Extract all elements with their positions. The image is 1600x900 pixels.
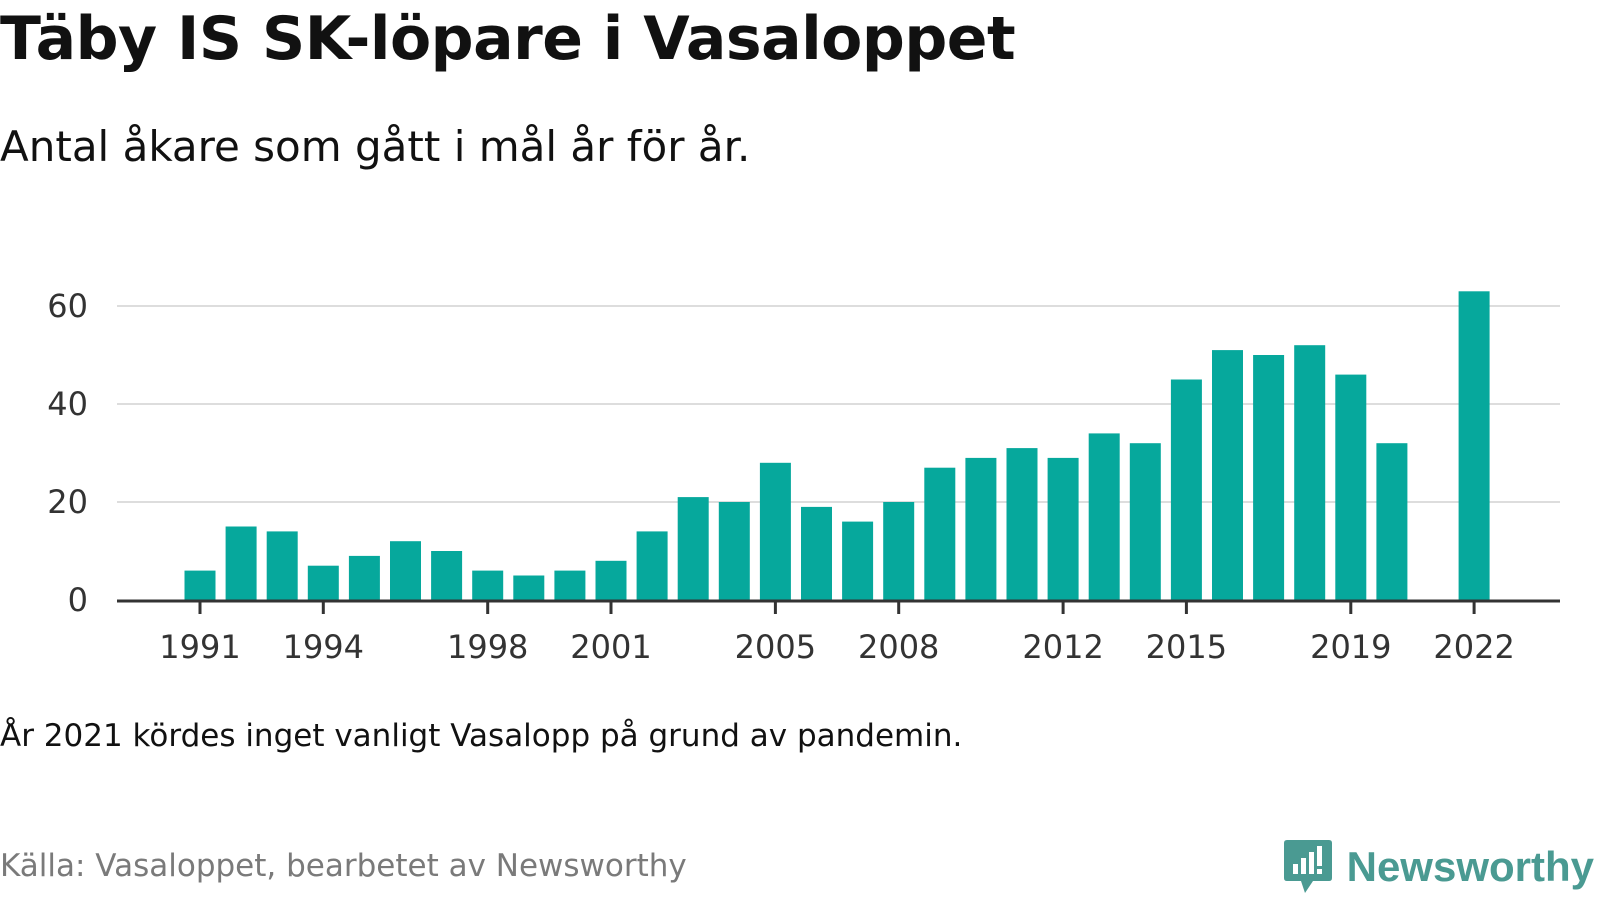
brand-name: Newsworthy	[1346, 843, 1594, 890]
bar-2000	[554, 570, 586, 600]
newsworthy-logo: Newsworthy	[1283, 838, 1594, 896]
bar-2010	[965, 457, 997, 600]
bar-1997	[431, 551, 463, 600]
x-tick-label: 1998	[447, 628, 528, 666]
bar-2005	[759, 462, 791, 600]
y-tick-label: 40	[47, 385, 88, 423]
bar-1999	[513, 575, 545, 600]
bar-2015	[1170, 379, 1202, 600]
bar-2016	[1212, 350, 1243, 600]
chart-subtitle: Antal åkare som gått i mål år för år.	[0, 122, 751, 171]
bar-2017	[1253, 355, 1285, 600]
x-tick-label: 2012	[1022, 628, 1103, 666]
y-tick-label: 20	[47, 483, 88, 521]
y-tick-label: 0	[68, 581, 88, 619]
bar-2022	[1458, 291, 1490, 600]
x-tick-label: 2015	[1146, 628, 1227, 666]
bar-1996	[390, 541, 421, 600]
newsworthy-logo-icon	[1283, 840, 1332, 893]
bar-1992	[225, 526, 257, 600]
bar-2006	[801, 506, 832, 600]
chart-note: År 2021 kördes inget vanligt Vasalopp på…	[0, 718, 963, 754]
bar-2002	[636, 531, 668, 600]
bar-2014	[1129, 443, 1161, 600]
bar-2018	[1294, 345, 1326, 600]
bar-1995	[348, 555, 380, 600]
bar-chart: 0 20 40 60 1991 1994 1998 2001 2005 2008 2012 2015 2…	[47, 287, 1560, 666]
x-tick-label: 2008	[858, 628, 939, 666]
bar-2008	[883, 502, 915, 600]
x-tick-label: 2019	[1310, 628, 1391, 666]
chart-title: Täby IS SK-löpare i Vasaloppet	[0, 4, 1016, 74]
bar-1991	[184, 570, 216, 600]
bar-1998	[472, 570, 504, 600]
bar-2020	[1376, 443, 1408, 600]
x-tick-label: 2022	[1433, 628, 1514, 666]
bar-2019	[1335, 374, 1367, 600]
x-tick-label: 2001	[570, 628, 651, 666]
bar-2011	[1006, 448, 1038, 600]
bar-2003	[677, 497, 709, 600]
y-tick-label: 60	[47, 287, 88, 325]
bar-2012	[1047, 457, 1079, 600]
bar-2004	[718, 502, 750, 600]
x-tick-label: 1994	[283, 628, 364, 666]
bar-2001	[595, 560, 627, 600]
bar-2013	[1088, 433, 1120, 600]
bar-2007	[842, 521, 874, 600]
bar-1993	[266, 531, 298, 600]
bar-1994	[307, 565, 339, 600]
bar-2009	[924, 467, 956, 600]
x-tick-label: 2005	[735, 628, 816, 666]
source-credit: Källa: Vasaloppet, bearbetet av Newswort…	[0, 848, 687, 884]
x-tick-label: 1991	[159, 628, 240, 666]
